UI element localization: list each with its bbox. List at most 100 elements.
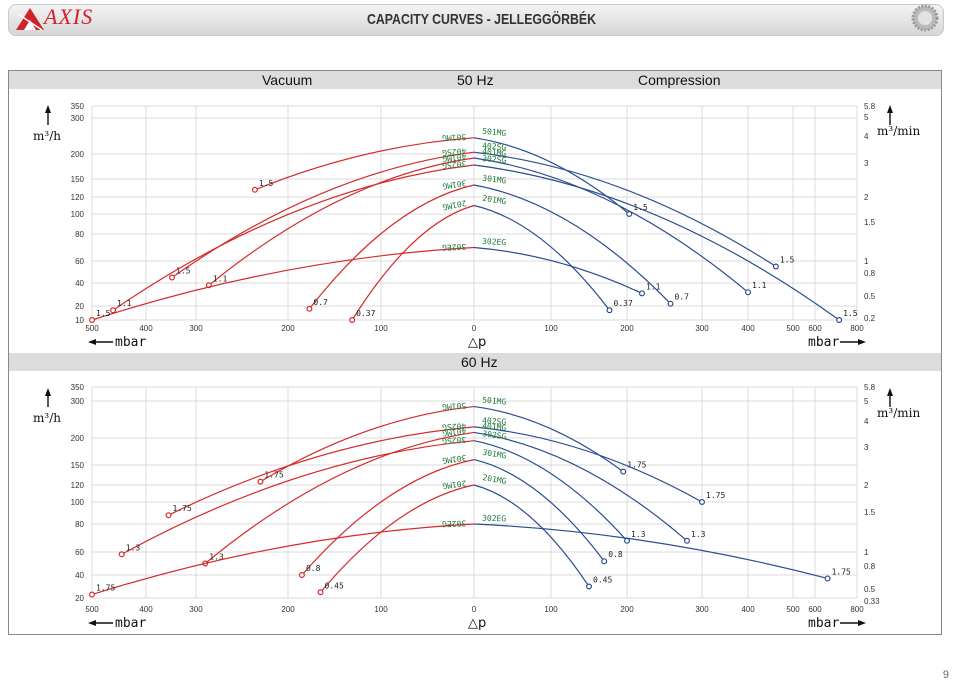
curve-compression-401MG — [473, 431, 688, 542]
series-label: 302SG — [482, 429, 507, 441]
power-label: 1.5 — [633, 203, 648, 212]
x-axis-label-right: mbar — [808, 616, 839, 631]
y-right-tick-label: 1.5 — [864, 218, 876, 227]
series-label: 402SG — [482, 141, 507, 152]
curve-compression-301MG — [473, 184, 671, 305]
y-tick-label: 300 — [71, 397, 85, 406]
series-label: 301MG — [442, 178, 467, 191]
curve-endpoint — [165, 512, 172, 519]
series-label: 201MG — [482, 194, 507, 207]
y-right-tick-label: 5 — [864, 113, 869, 122]
y-right-tick-label: 0.5 — [864, 585, 876, 594]
x-tick-label: 200 — [620, 324, 634, 333]
y-right-tick-label: 0.33 — [864, 597, 880, 606]
x-tick-label: 400 — [741, 324, 755, 333]
x-tick-label: 500 — [786, 324, 800, 333]
x-tick-label: 300 — [695, 605, 709, 614]
x-tick-label: 800 — [850, 324, 864, 333]
power-label: 1.5 — [780, 256, 795, 265]
y-tick-label: 350 — [71, 102, 85, 111]
frequency-50hz: 50 Hz — [457, 72, 494, 88]
curve-endpoint — [118, 551, 125, 558]
y-right-tick-label: 3 — [864, 443, 869, 452]
curve-vacuum-301MG — [301, 459, 475, 576]
series-label: 401MG — [442, 426, 467, 437]
brand-name: AXIS — [44, 4, 94, 29]
axis-logo — [16, 8, 44, 31]
x-axis-label-center: △p — [468, 616, 486, 631]
power-label: 0.45 — [593, 576, 612, 585]
x-tick-label: 600 — [808, 324, 822, 333]
y-right-tick-label: 4 — [864, 417, 869, 426]
power-label: 0.8 — [608, 550, 623, 559]
y-right-tick-label: 5.8 — [864, 102, 876, 111]
curve-vacuum-301MG — [308, 184, 475, 310]
x-tick-label: 100 — [544, 324, 558, 333]
chart-frame — [8, 70, 942, 635]
series-label: 501MG — [442, 132, 467, 142]
x-tick-label: 0 — [472, 324, 477, 333]
curve-endpoint — [698, 499, 705, 506]
curve-compression-302SG — [473, 440, 628, 542]
curve-compression-201MG — [473, 484, 590, 587]
curve-compression-402SG — [473, 426, 703, 503]
page-header: AXIS CAPACITY CURVES - JELLEGGÖRBÉK — [0, 0, 959, 44]
y-tick-label: 120 — [71, 481, 85, 490]
curve-endpoint — [623, 537, 630, 544]
y-tick-label: 40 — [75, 279, 84, 288]
curve-endpoint — [606, 307, 613, 314]
series-label: 401MG — [442, 152, 467, 163]
arrow-up-head-icon — [887, 105, 893, 113]
curve-vacuum-401MG — [208, 157, 475, 286]
series-label: 302EG — [442, 519, 467, 529]
arrow-left-head-icon — [88, 339, 96, 345]
series-label: 402SG — [442, 146, 467, 157]
series-label: 201MG — [442, 198, 468, 211]
y-tick-label: 100 — [71, 210, 85, 219]
series-label: 301MG — [482, 448, 507, 461]
curve-vacuum-402SG — [171, 151, 475, 278]
arrow-right-head-icon — [858, 339, 866, 345]
power-label: 1.5 — [259, 179, 274, 188]
curve-vacuum-401MG — [204, 431, 475, 564]
curve-endpoint — [298, 571, 305, 578]
band-60hz: 60 Hz — [9, 353, 941, 371]
curve-endpoint — [585, 583, 592, 590]
power-label: 1.3 — [631, 530, 646, 539]
y-right-tick-label: 0.2 — [864, 314, 876, 323]
power-label: 0.7 — [313, 298, 328, 307]
right-axis-unit: m³/min — [877, 124, 920, 138]
power-label: 1.75 — [96, 584, 115, 593]
x-tick-label: 300 — [189, 324, 203, 333]
page-number: 9 — [942, 669, 949, 681]
x-tick-label: 500 — [85, 324, 99, 333]
x-tick-label: 800 — [850, 605, 864, 614]
curve-vacuum-402SG — [168, 426, 475, 516]
y-right-tick-label: 5 — [864, 397, 869, 406]
curve-endpoint — [110, 307, 117, 314]
arrow-right-head-icon — [858, 620, 866, 626]
series-label: 501MG — [482, 396, 507, 407]
arrow-up-head-icon — [45, 105, 51, 113]
arrow-left-head-icon — [88, 620, 96, 626]
series-label: 302SG — [442, 435, 467, 446]
series-label: 302EG — [482, 237, 507, 247]
x-tick-label: 400 — [741, 605, 755, 614]
x-tick-label: 100 — [374, 605, 388, 614]
power-label: 1.1 — [646, 282, 661, 291]
arrow-up-head-icon — [45, 388, 51, 396]
left-axis-unit: m³/h — [33, 411, 61, 425]
x-tick-label: 400 — [139, 605, 153, 614]
x-tick-label: 100 — [374, 324, 388, 333]
curve-vacuum-302SG — [112, 164, 475, 311]
series-label: 401MG — [482, 421, 507, 432]
curve-endpoint — [683, 537, 690, 544]
curve-endpoint — [772, 263, 779, 270]
series-label: 302EG — [482, 514, 507, 524]
y-tick-label: 200 — [71, 150, 85, 159]
power-label: 1.5 — [176, 267, 191, 276]
curve-vacuum-302EG — [91, 246, 475, 321]
power-label: 0.37 — [614, 299, 633, 308]
curve-endpoint — [306, 305, 313, 312]
